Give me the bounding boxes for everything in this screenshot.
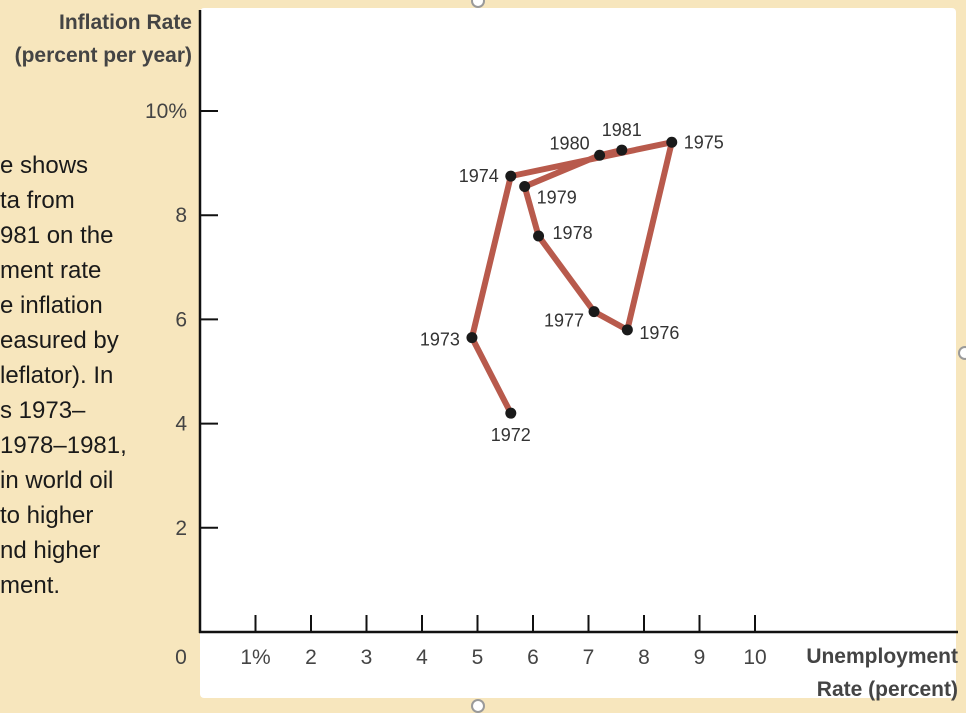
data-point-1974 [505,170,517,182]
caption-line: s 1973– [0,397,86,424]
x-tick-label: 4 [416,646,428,669]
caption-line: ta from [0,187,75,214]
x-tick-label: 1% [240,646,270,669]
data-point-1976 [621,324,633,336]
point-label-1981: 1981 [602,120,642,140]
y-tick-label: 2 [175,517,187,540]
caption-line: ment. [0,572,61,599]
x-axis-title-line-2: Rate (percent) [816,678,958,701]
data-points: 1972 1973 1974 1975 1976 1977 1978 1979 1980 1981 [420,120,724,445]
x-tick-label: 9 [694,646,706,669]
y-tick-label: 4 [175,413,187,436]
data-point-1980 [594,149,606,161]
y-axis-title-line-2: (percent per year) [14,44,192,67]
caption-line: in world oil [0,467,114,494]
y-axis-title: Inflation Rate (percent per year) [0,6,192,72]
resize-handle-top[interactable] [471,0,485,8]
y-tick-label: 8 [175,204,187,227]
x-tick-label: 3 [361,646,373,669]
y-axis-title-line-1: Inflation Rate [58,11,192,34]
data-point-1975 [666,136,678,148]
point-label-1978: 1978 [553,223,593,243]
plot-panel [200,8,956,698]
data-point-1981 [616,144,628,156]
x-tick-label: 8 [638,646,650,669]
point-label-1973: 1973 [420,330,460,350]
caption-line: 1978–1981, [0,432,127,459]
x-axis-title-line-1: Unemployment [806,645,958,668]
data-point-1972 [505,407,517,419]
point-label-1974: 1974 [459,166,499,186]
caption-line: e shows [0,152,89,179]
axes: 1% 2 3 4 5 6 7 8 9 10 2 4 6 8 10% 0 [145,10,958,669]
data-point-1973 [466,332,478,344]
point-label-1979: 1979 [537,188,577,208]
origin-label: 0 [175,646,187,669]
x-tick-label: 7 [583,646,595,669]
caption-line: easured by [0,327,119,354]
point-label-1980: 1980 [550,133,590,153]
x-tick-label: 5 [472,646,484,669]
y-tick-label: 10% [145,100,187,123]
x-tick-label: 2 [305,646,317,669]
caption-line: to higher [0,502,94,529]
point-label-1976: 1976 [639,323,679,343]
x-axis-title: Unemployment Rate (percent) [760,640,958,706]
point-label-1972: 1972 [491,425,531,445]
caption-line: leflator). In [0,362,114,389]
caption-text: e shows ta from 981 on the ment rate e infla… [0,148,165,603]
series-path [468,139,675,417]
resize-handle-bottom[interactable] [471,699,485,713]
series-line [468,139,675,417]
point-label-1975: 1975 [684,132,724,152]
data-point-1978 [533,230,545,242]
caption-line: ment rate [0,257,102,284]
data-point-1979 [519,181,531,193]
data-point-1977 [588,306,600,318]
caption-line: e inflation [0,292,103,319]
resize-handle-right[interactable] [958,346,966,360]
caption-line: 981 on the [0,222,114,249]
x-tick-label: 6 [527,646,539,669]
caption-line: nd higher [0,537,101,564]
y-tick-label: 6 [175,308,187,331]
x-tick-label: 10 [743,646,766,669]
point-label-1977: 1977 [544,311,584,331]
